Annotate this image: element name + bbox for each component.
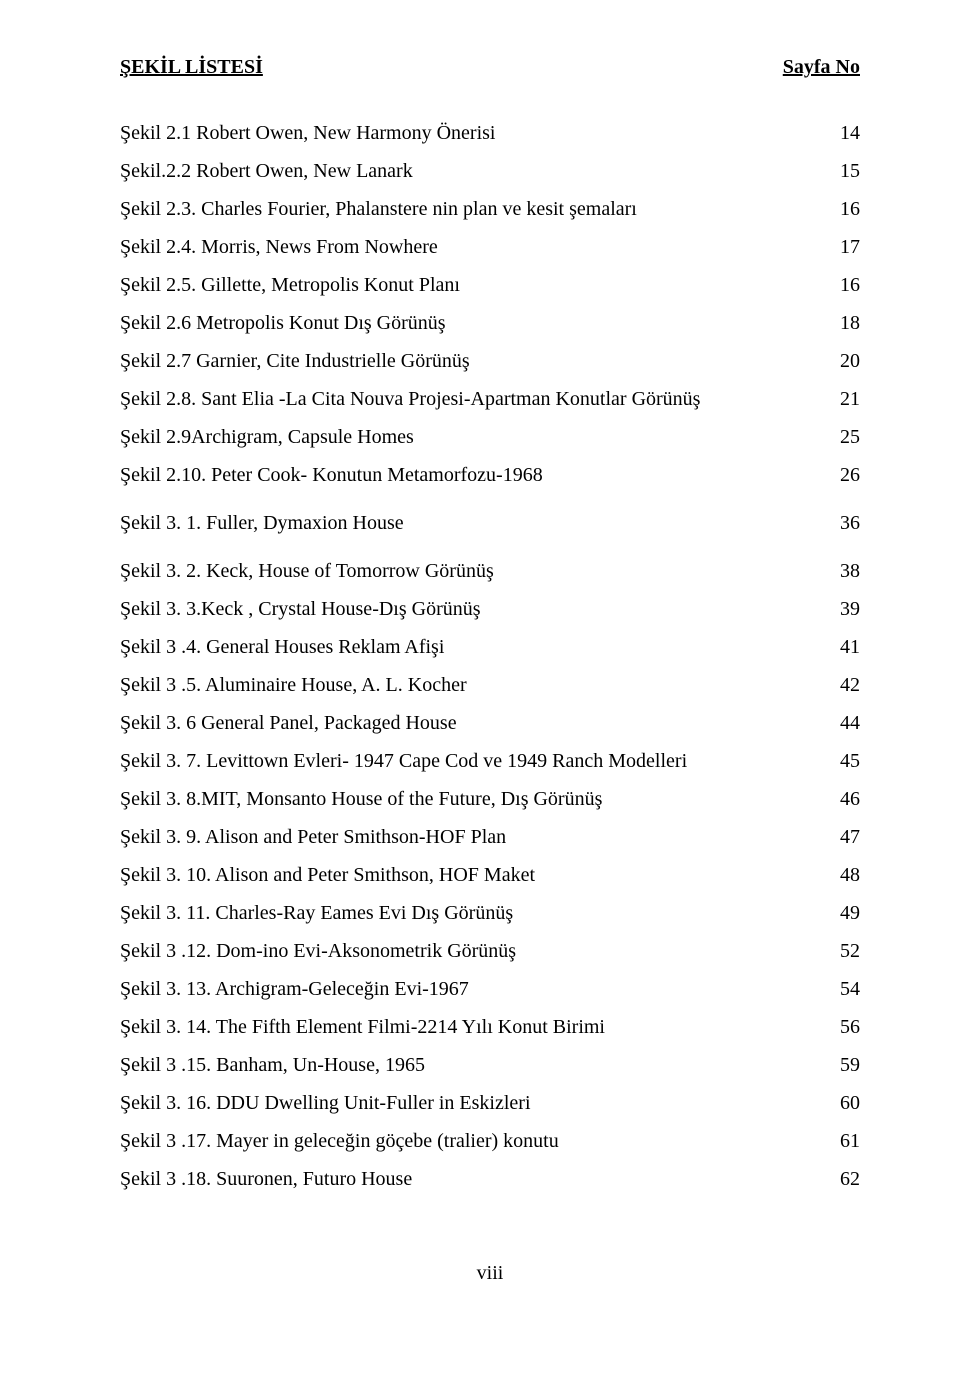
entry-page: 41 xyxy=(828,628,860,666)
entry-page: 59 xyxy=(828,1046,860,1084)
list-entry: Şekil 3. 11. Charles-Ray Eames Evi Dış G… xyxy=(120,894,860,932)
list-entry: Şekil 2.6 Metropolis Konut Dış Görünüş18 xyxy=(120,304,860,342)
list-entry: Şekil 2.8. Sant Elia -La Cita Nouva Proj… xyxy=(120,380,860,418)
entry-page: 16 xyxy=(828,266,860,304)
entry-page: 21 xyxy=(828,380,860,418)
entry-label: Şekil 3 .15. Banham, Un-House, 1965 xyxy=(120,1046,828,1084)
list-entry: Şekil 3 .12. Dom-ino Evi-Aksonometrik Gö… xyxy=(120,932,860,970)
entry-label: Şekil 3. 13. Archigram-Geleceğin Evi-196… xyxy=(120,970,828,1008)
entry-label: Şekil 2.9Archigram, Capsule Homes xyxy=(120,418,828,456)
list-entry: Şekil 3. 14. The Fifth Element Filmi-221… xyxy=(120,1008,860,1046)
list-entry: Şekil 3. 13. Archigram-Geleceğin Evi-196… xyxy=(120,970,860,1008)
entry-label: Şekil 3. 11. Charles-Ray Eames Evi Dış G… xyxy=(120,894,828,932)
entry-page: 26 xyxy=(828,456,860,494)
entry-page: 20 xyxy=(828,342,860,380)
entry-page: 52 xyxy=(828,932,860,970)
entry-label: Şekil 3. 6 General Panel, Packaged House xyxy=(120,704,828,742)
entry-page: 44 xyxy=(828,704,860,742)
entry-label: Şekil 3. 14. The Fifth Element Filmi-221… xyxy=(120,1008,828,1046)
entry-page: 45 xyxy=(828,742,860,780)
entry-label: Şekil 3 .12. Dom-ino Evi-Aksonometrik Gö… xyxy=(120,932,828,970)
entry-label: Şekil 3. 10. Alison and Peter Smithson, … xyxy=(120,856,828,894)
page-number: viii xyxy=(120,1254,860,1292)
list-entry: Şekil 3 .17. Mayer in geleceğin göçebe (… xyxy=(120,1122,860,1160)
list-entry: Şekil 2.10. Peter Cook- Konutun Metamorf… xyxy=(120,456,860,494)
header-right: Sayfa No xyxy=(783,48,860,86)
list-entry: Şekil 3 .15. Banham, Un-House, 196559 xyxy=(120,1046,860,1084)
entry-page: 48 xyxy=(828,856,860,894)
entry-page: 17 xyxy=(828,228,860,266)
entry-page: 15 xyxy=(828,152,860,190)
list-entry: Şekil 3. 8.MIT, Monsanto House of the Fu… xyxy=(120,780,860,818)
list-entry: Şekil 2.1 Robert Owen, New Harmony Öneri… xyxy=(120,114,860,152)
entry-label: Şekil 3 .18. Suuronen, Futuro House xyxy=(120,1160,828,1198)
entry-page: 39 xyxy=(828,590,860,628)
list-entry: Şekil 3. 7. Levittown Evleri- 1947 Cape … xyxy=(120,742,860,780)
entry-label: Şekil 3 .5. Aluminaire House, A. L. Koch… xyxy=(120,666,828,704)
entry-page: 56 xyxy=(828,1008,860,1046)
entry-label: Şekil 2.1 Robert Owen, New Harmony Öneri… xyxy=(120,114,828,152)
entry-label: Şekil 2.10. Peter Cook- Konutun Metamorf… xyxy=(120,456,828,494)
list-entry: Şekil 2.7 Garnier, Cite Industrielle Gör… xyxy=(120,342,860,380)
entry-label: Şekil 3. 16. DDU Dwelling Unit-Fuller in… xyxy=(120,1084,828,1122)
entry-label: Şekil 2.4. Morris, News From Nowhere xyxy=(120,228,828,266)
entry-label: Şekil 2.5. Gillette, Metropolis Konut Pl… xyxy=(120,266,828,304)
group-gap xyxy=(120,494,860,504)
list-entry: Şekil 3. 16. DDU Dwelling Unit-Fuller in… xyxy=(120,1084,860,1122)
list-entry: Şekil 3. 1. Fuller, Dymaxion House36 xyxy=(120,504,860,542)
entry-page: 42 xyxy=(828,666,860,704)
list-entry: Şekil.2.2 Robert Owen, New Lanark15 xyxy=(120,152,860,190)
entry-label: Şekil 3. 7. Levittown Evleri- 1947 Cape … xyxy=(120,742,828,780)
entry-label: Şekil 2.6 Metropolis Konut Dış Görünüş xyxy=(120,304,828,342)
list-entry: Şekil 3 .18. Suuronen, Futuro House62 xyxy=(120,1160,860,1198)
entry-page: 54 xyxy=(828,970,860,1008)
entry-page: 25 xyxy=(828,418,860,456)
list-entry: Şekil 3 .4. General Houses Reklam Afişi4… xyxy=(120,628,860,666)
list-header: ŞEKİL LİSTESİ Sayfa No xyxy=(120,48,860,86)
header-left: ŞEKİL LİSTESİ xyxy=(120,48,263,86)
entry-page: 60 xyxy=(828,1084,860,1122)
entry-label: Şekil 3 .4. General Houses Reklam Afişi xyxy=(120,628,828,666)
entry-label: Şekil.2.2 Robert Owen, New Lanark xyxy=(120,152,828,190)
entry-label: Şekil 3. 3.Keck , Crystal House-Dış Görü… xyxy=(120,590,828,628)
entry-page: 36 xyxy=(828,504,860,542)
entry-label: Şekil 3. 1. Fuller, Dymaxion House xyxy=(120,504,828,542)
figure-list: Şekil 2.1 Robert Owen, New Harmony Öneri… xyxy=(120,114,860,1198)
list-entry: Şekil 2.3. Charles Fourier, Phalanstere … xyxy=(120,190,860,228)
list-entry: Şekil 3 .5. Aluminaire House, A. L. Koch… xyxy=(120,666,860,704)
group-gap xyxy=(120,542,860,552)
entry-page: 16 xyxy=(828,190,860,228)
entry-page: 61 xyxy=(828,1122,860,1160)
entry-label: Şekil 2.7 Garnier, Cite Industrielle Gör… xyxy=(120,342,828,380)
list-entry: Şekil 3. 3.Keck , Crystal House-Dış Görü… xyxy=(120,590,860,628)
entry-label: Şekil 2.8. Sant Elia -La Cita Nouva Proj… xyxy=(120,380,828,418)
list-entry: Şekil 2.4. Morris, News From Nowhere17 xyxy=(120,228,860,266)
entry-page: 14 xyxy=(828,114,860,152)
list-entry: Şekil 3. 2. Keck, House of Tomorrow Görü… xyxy=(120,552,860,590)
list-entry: Şekil 3. 6 General Panel, Packaged House… xyxy=(120,704,860,742)
list-entry: Şekil 2.5. Gillette, Metropolis Konut Pl… xyxy=(120,266,860,304)
entry-page: 47 xyxy=(828,818,860,856)
entry-page: 49 xyxy=(828,894,860,932)
entry-page: 62 xyxy=(828,1160,860,1198)
entry-label: Şekil 2.3. Charles Fourier, Phalanstere … xyxy=(120,190,828,228)
list-entry: Şekil 3. 9. Alison and Peter Smithson-HO… xyxy=(120,818,860,856)
entry-label: Şekil 3. 8.MIT, Monsanto House of the Fu… xyxy=(120,780,828,818)
entry-page: 18 xyxy=(828,304,860,342)
entry-page: 38 xyxy=(828,552,860,590)
entry-label: Şekil 3. 2. Keck, House of Tomorrow Görü… xyxy=(120,552,828,590)
entry-label: Şekil 3. 9. Alison and Peter Smithson-HO… xyxy=(120,818,828,856)
entry-label: Şekil 3 .17. Mayer in geleceğin göçebe (… xyxy=(120,1122,828,1160)
entry-page: 46 xyxy=(828,780,860,818)
list-entry: Şekil 2.9Archigram, Capsule Homes25 xyxy=(120,418,860,456)
list-entry: Şekil 3. 10. Alison and Peter Smithson, … xyxy=(120,856,860,894)
